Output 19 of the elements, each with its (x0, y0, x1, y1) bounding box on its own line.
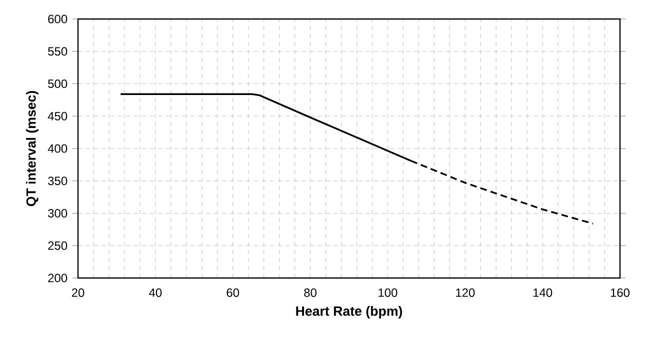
x-tick-label: 100 (378, 288, 398, 297)
x-axis-title: Heart Rate (bpm) (296, 306, 402, 318)
y-tick-label: 550 (48, 47, 68, 56)
x-tick-label: 20 (72, 288, 84, 297)
y-tick-label: 350 (48, 176, 68, 186)
y-tick-label: 450 (48, 112, 68, 120)
y-tick-label: 400 (48, 144, 68, 153)
y-tick-label: 600 (48, 14, 68, 24)
x-tick-label: 160 (610, 288, 630, 297)
x-tick-label: 40 (149, 288, 162, 297)
x-tick-label: 120 (456, 288, 475, 297)
x-tick-label: 80 (304, 288, 316, 297)
y-tick-label: 250 (48, 241, 68, 250)
x-tick-label: 60 (226, 288, 240, 297)
y-tick-label: 500 (48, 80, 68, 88)
y-tick-label: 200 (48, 274, 68, 282)
y-axis-title: QT interval (msec) (26, 91, 38, 206)
x-tick-label: 140 (533, 288, 552, 297)
y-tick-label: 300 (48, 209, 68, 218)
